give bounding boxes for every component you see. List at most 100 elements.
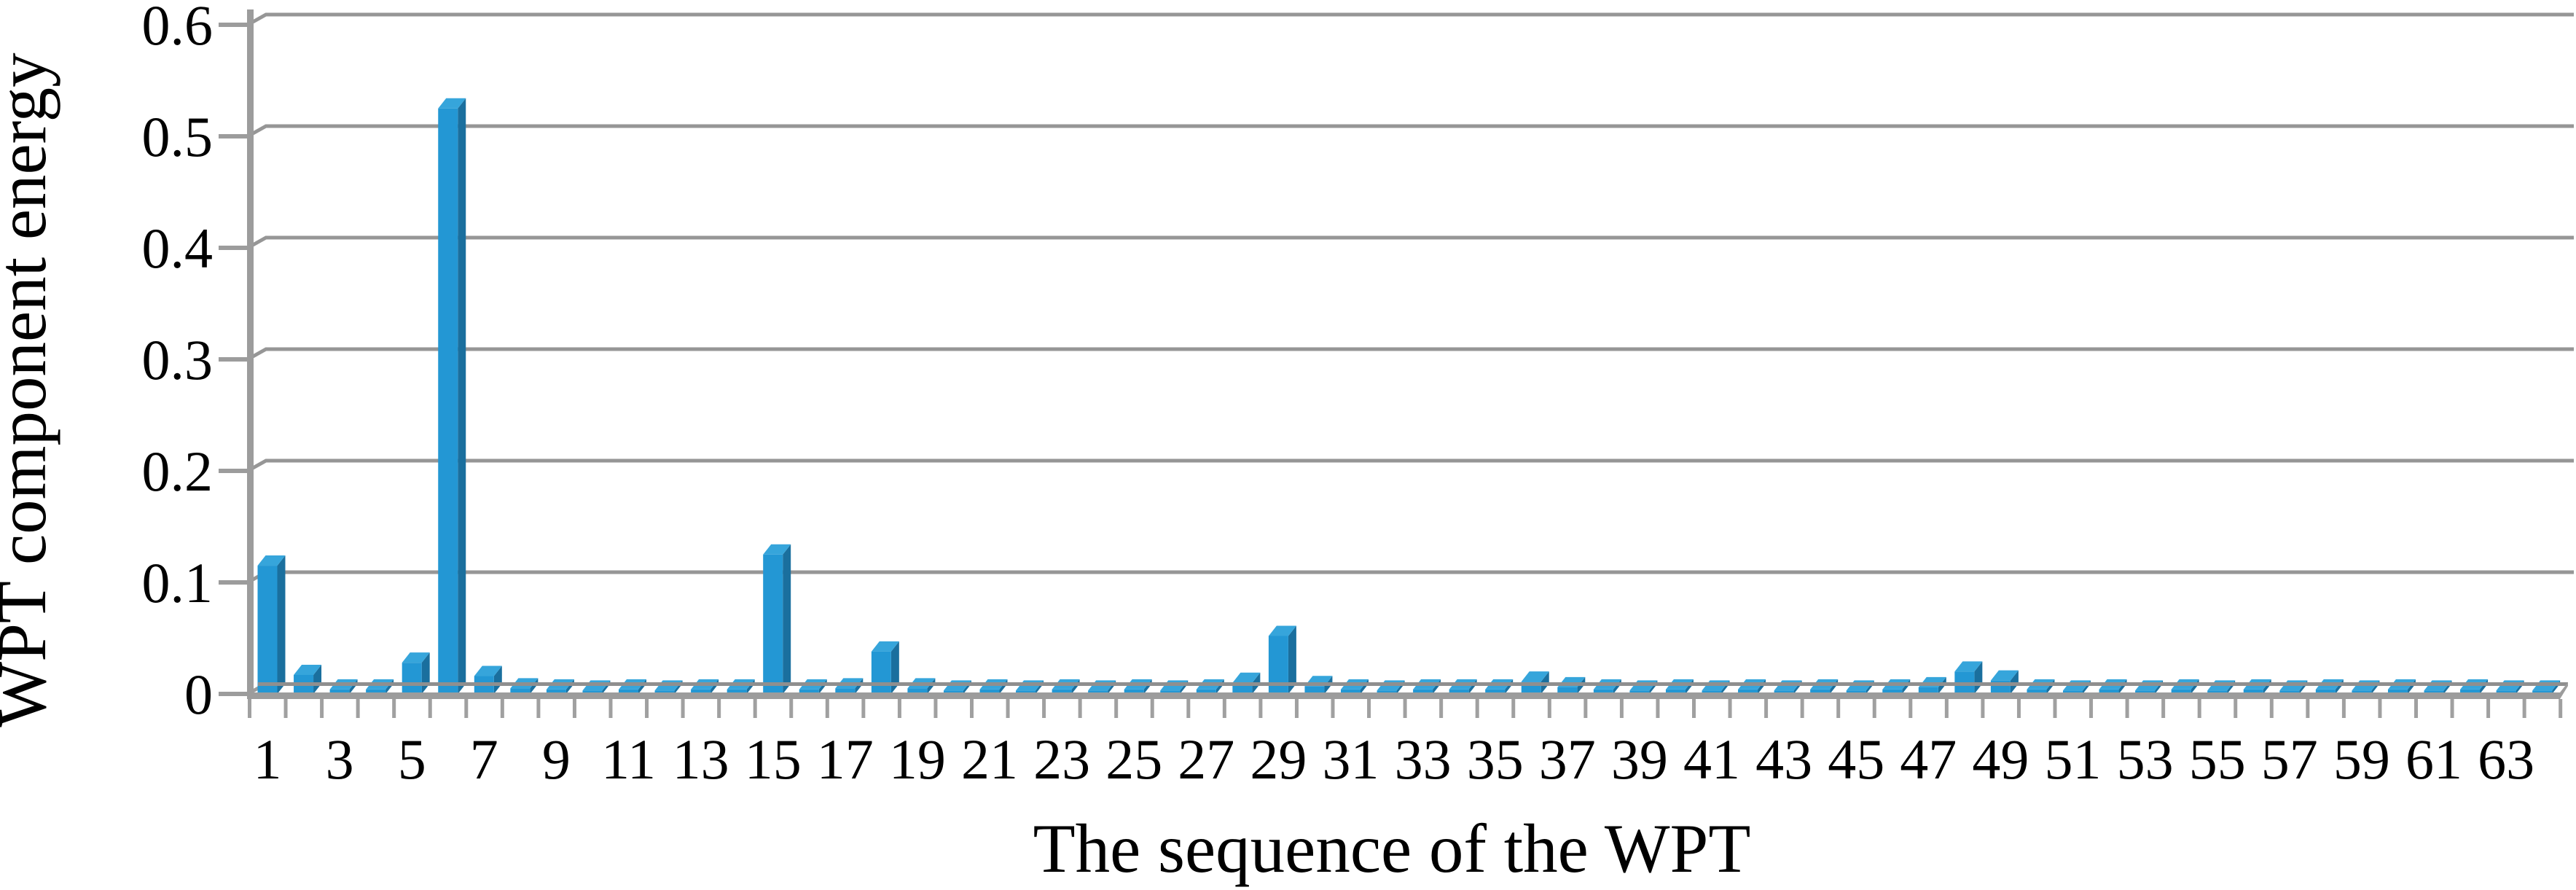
x-tick-label: 35 xyxy=(1467,727,1524,791)
gridlines xyxy=(246,12,2574,585)
x-axis-tick xyxy=(2378,699,2382,718)
x-axis-tick xyxy=(2234,699,2238,718)
bar-top-face xyxy=(257,555,286,566)
bar-side-face xyxy=(783,544,791,694)
x-tick-label: 47 xyxy=(1900,727,1957,791)
bar-front-face xyxy=(1304,686,1325,694)
x-tick-label: 33 xyxy=(1395,727,1452,791)
x-axis-tick xyxy=(428,699,432,718)
x-axis-tick xyxy=(2341,699,2346,718)
bar-front-face xyxy=(727,689,747,694)
bar-front-face xyxy=(907,688,928,694)
y-tick-label: 0.4 xyxy=(142,216,214,280)
y-tick-label: 0.1 xyxy=(142,551,214,614)
bar-27 xyxy=(1196,679,1224,694)
bar-front-face xyxy=(2243,689,2263,694)
bar-front-face xyxy=(1557,687,1578,694)
x-axis-tick xyxy=(2089,699,2094,718)
x-axis-tick xyxy=(392,699,396,718)
y-axis-tick xyxy=(219,692,251,696)
x-axis-tick xyxy=(1547,699,1551,718)
x-tick-label: 51 xyxy=(2045,727,2102,791)
x-axis-ticks xyxy=(248,699,2563,718)
x-axis-tick xyxy=(1944,699,1949,718)
x-axis-tick xyxy=(1511,699,1516,718)
x-axis-tick xyxy=(1331,699,1335,718)
x-tick-label: 53 xyxy=(2117,727,2174,791)
x-tick-label: 1 xyxy=(254,727,282,791)
x-axis-tick xyxy=(248,699,251,718)
bar-front-face xyxy=(366,689,386,694)
bar-16 xyxy=(799,679,827,694)
bar-front-face xyxy=(1016,690,1036,694)
x-axis-tick xyxy=(1836,699,1841,718)
bar-side-face xyxy=(530,678,539,694)
x-tick-label: 21 xyxy=(961,727,1018,791)
bar-series xyxy=(257,98,2561,694)
bar-front-face xyxy=(2387,689,2408,694)
x-tick-label: 11 xyxy=(601,727,656,791)
bar-front-face xyxy=(2171,689,2191,694)
x-axis-floor xyxy=(247,682,2568,699)
x-axis-tick xyxy=(2161,699,2166,718)
bar-49 xyxy=(1990,670,2019,694)
bar-top-face xyxy=(438,98,466,109)
y-axis-tick xyxy=(219,246,251,250)
y-tick-label: 0 xyxy=(184,663,213,726)
bar-front-face xyxy=(2460,689,2481,694)
bar-front-face xyxy=(1088,690,1108,694)
bar-front-face xyxy=(763,554,783,694)
x-axis-tick xyxy=(536,699,541,718)
bar-side-face xyxy=(458,98,466,694)
x-tick-label: 13 xyxy=(673,727,729,791)
bar-31 xyxy=(1341,679,1369,694)
bar-top-face xyxy=(294,664,322,675)
bar-top-face xyxy=(1954,661,1983,672)
x-tick-label: 61 xyxy=(2405,727,2462,791)
y-tick-label: 0.6 xyxy=(142,0,214,57)
bar-front-face xyxy=(1485,689,1506,694)
bar-front-face xyxy=(619,689,638,694)
bar-front-face xyxy=(2532,690,2553,694)
x-tick-label: 9 xyxy=(542,727,571,791)
x-axis-tick xyxy=(1294,699,1299,718)
bar-side-face xyxy=(890,641,899,694)
bar-front-face xyxy=(1413,689,1433,694)
x-axis-tick xyxy=(1656,699,1660,718)
x-axis-tick xyxy=(1258,699,1263,718)
bar-side-face xyxy=(855,678,864,694)
bar-18 xyxy=(871,641,899,694)
x-tick-label: 39 xyxy=(1611,727,1668,791)
bar-11 xyxy=(619,679,646,694)
bar-top-face xyxy=(871,641,899,652)
x-axis-tick xyxy=(1150,699,1154,718)
x-tick-label: 43 xyxy=(1755,727,1812,791)
x-axis-tick xyxy=(2053,699,2057,718)
bar-front-face xyxy=(1774,690,1794,694)
bar-52 xyxy=(2099,679,2127,694)
gridline-0.4 xyxy=(246,235,2574,250)
bar-side-face xyxy=(1288,625,1296,694)
bar-top-face xyxy=(1990,670,2019,681)
bar-front-face xyxy=(2099,689,2119,694)
x-axis-tick xyxy=(1403,699,1407,718)
x-axis-tick xyxy=(572,699,576,718)
x-axis-tick xyxy=(500,699,504,718)
bar-front-face xyxy=(691,689,711,694)
bar-front-face xyxy=(1882,689,1903,694)
bar-21 xyxy=(979,679,1008,694)
bar-25 xyxy=(1124,679,1152,694)
bar-7 xyxy=(474,665,502,694)
x-axis-tick xyxy=(1006,699,1010,718)
bar-front-face xyxy=(2424,690,2444,694)
x-tick-label: 55 xyxy=(2189,727,2246,791)
bar-front-face xyxy=(654,690,675,694)
bar-58 xyxy=(2315,679,2344,694)
x-axis-tick xyxy=(753,699,757,718)
bar-front-face xyxy=(1629,690,1650,694)
bar-front-face xyxy=(799,689,819,694)
bar-1 xyxy=(257,555,286,694)
bar-42 xyxy=(1738,679,1766,694)
x-tick-label: 29 xyxy=(1250,727,1307,791)
bar-17 xyxy=(835,678,864,694)
